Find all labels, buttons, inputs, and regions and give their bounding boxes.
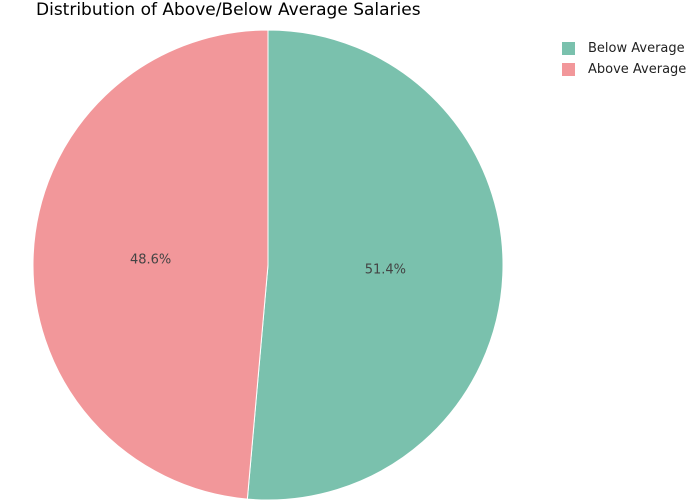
legend-swatch-above-average <box>562 62 575 76</box>
pie-slices <box>32 29 504 500</box>
legend-label-below-average: Below Average <box>588 40 685 56</box>
pie-label-below-average: 51.4% <box>365 263 406 278</box>
legend-item-above-average[interactable]: Above Average <box>562 59 686 79</box>
pie-label-above-average: 48.6% <box>130 252 171 267</box>
legend-label-above-average: Above Average <box>588 61 687 77</box>
pie-slice-above-average[interactable] <box>32 29 269 500</box>
pie-slice-labels: 51.4% 48.6% <box>130 252 406 277</box>
pie-slice-below-average[interactable] <box>246 29 504 500</box>
legend-swatch-below-average <box>562 41 575 55</box>
chart-title: Distribution of Above/Below Average Sala… <box>36 0 421 20</box>
legend-item-below-average[interactable]: Below Average <box>562 38 686 58</box>
legend: Below Average Above Average <box>562 38 686 80</box>
